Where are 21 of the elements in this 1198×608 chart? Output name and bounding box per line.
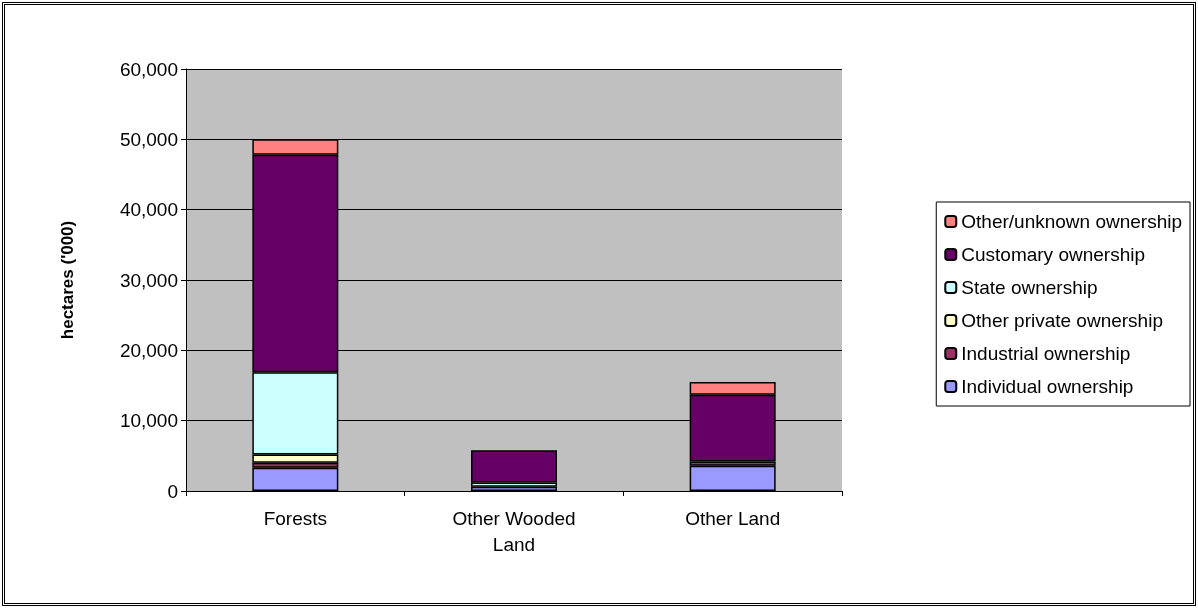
legend-label: Customary ownership — [961, 244, 1146, 265]
legend-label: Other/unknown ownership — [961, 211, 1183, 232]
legend-label: Individual ownership — [961, 376, 1134, 397]
x-tick-label: Forests — [263, 507, 328, 529]
legend-label: State ownership — [961, 277, 1098, 298]
y-tick-label: 60,000 — [119, 58, 178, 80]
y-tick-label: 30,000 — [119, 269, 178, 291]
y-tick-label: 20,000 — [119, 339, 178, 361]
bar — [471, 486, 557, 491]
legend-label: Industrial ownership — [961, 343, 1131, 364]
y-axis-title: hectares ('000) — [58, 220, 77, 340]
y-tick-label: 10,000 — [119, 410, 178, 432]
y-tick-label: 40,000 — [119, 199, 178, 221]
bar — [689, 465, 776, 491]
y-tick-label: 0 — [167, 480, 178, 502]
x-tick-label: Other Land — [685, 507, 781, 529]
bar — [471, 450, 557, 483]
x-tick-label: Other Wooded Land — [452, 507, 576, 555]
bar — [252, 467, 339, 491]
y-tick-label: 50,000 — [119, 128, 178, 150]
legend-label: Other private ownership — [961, 310, 1163, 331]
